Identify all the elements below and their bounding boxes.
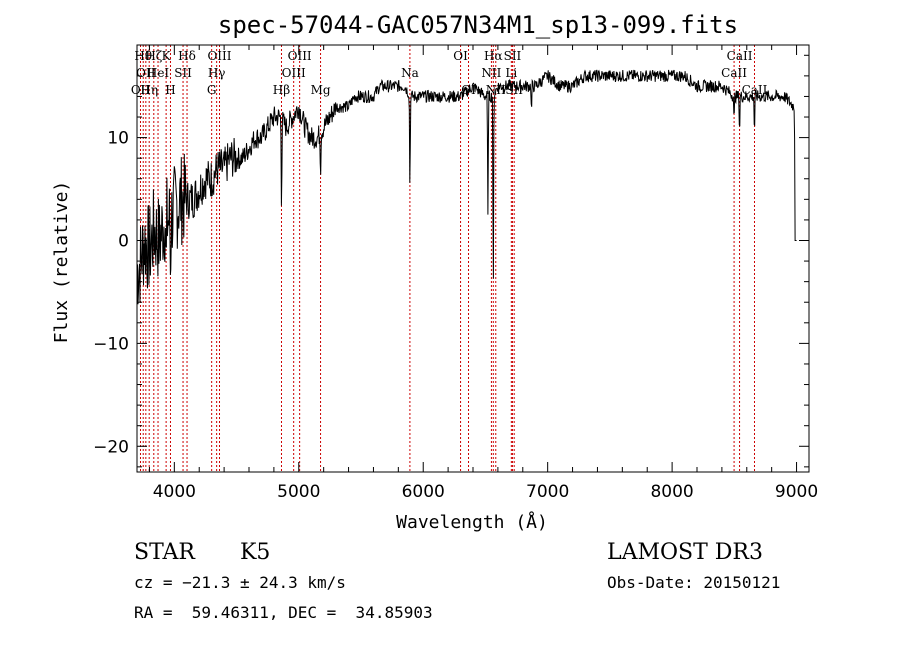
line-marker-label: K	[162, 49, 172, 63]
line-marker-label: Mg	[311, 83, 331, 97]
line-marker-label: OIII	[282, 66, 306, 80]
object-class: STAR	[134, 540, 195, 565]
x-axis-ticks: 4000 5000 6000 7000 8000 9000	[148, 45, 818, 502]
line-marker-label: Hα	[484, 49, 503, 63]
line-markers	[139, 45, 755, 472]
line-marker-label: Hγ	[208, 66, 226, 80]
spectrum-line	[136, 69, 797, 305]
line-marker-label: OI	[461, 83, 476, 97]
chart-title: spec-57044-GAC057N34M1_sp13-099.fits	[218, 11, 738, 39]
y-tick-label: 10	[107, 129, 129, 149]
line-marker-label: CaII	[721, 66, 747, 80]
line-marker-label: OII	[136, 66, 156, 80]
line-marker-label: SII	[174, 66, 192, 80]
line-marker-label: G	[207, 83, 217, 97]
plot-frame	[136, 44, 810, 473]
obs-date: Obs-Date: 20150121	[607, 573, 781, 592]
line-marker-label: OIII	[207, 49, 231, 63]
y-tick-label: −10	[93, 334, 129, 354]
line-marker-label: OII	[131, 83, 151, 97]
line-marker-label: OI	[453, 49, 468, 63]
ra-dec: RA = 59.46311, DEC = 34.85903	[134, 603, 433, 622]
line-marker-label: CaII	[727, 49, 753, 63]
y-tick-label: 0	[118, 231, 129, 251]
y-axis-label: Flux (relative)	[51, 181, 72, 344]
line-marker-label: CaII	[742, 83, 768, 97]
line-marker-label: Na	[401, 66, 419, 80]
line-marker-label: HeI	[147, 66, 170, 80]
x-tick-label: 7000	[526, 482, 569, 502]
line-marker-label: Hβ	[273, 83, 290, 97]
line-marker-label: OIII	[288, 49, 312, 63]
y-tick-label: −20	[93, 437, 129, 457]
x-axis-label: Wavelength (Å)	[396, 511, 548, 533]
line-marker-label: Hδ	[178, 49, 196, 63]
spectrum-series	[136, 69, 797, 305]
y-axis-ticks: −20 −10 0 10	[93, 54, 809, 468]
x-tick-label: 6000	[402, 482, 445, 502]
line-marker-label: Li	[505, 66, 517, 80]
x-tick-label: 5000	[277, 482, 320, 502]
x-tick-label: 8000	[650, 482, 693, 502]
line-marker-label: NII	[481, 66, 501, 80]
redshift-cz: cz = −21.3 ± 24.3 km/s	[134, 573, 346, 592]
line-marker-label: Hη	[140, 83, 158, 97]
object-subclass: K5	[240, 540, 271, 565]
line-marker-label: H	[165, 83, 175, 97]
line-marker-label: Hζ	[145, 49, 162, 63]
line-marker-label: SII	[504, 49, 522, 63]
x-tick-label: 9000	[775, 482, 818, 502]
line-marker-label: NII	[486, 83, 506, 97]
line-marker-labels: OIIHθOIIHηHζHeIKHSIIHδGHγOIIIHβOIIIOIIIM…	[131, 49, 768, 97]
line-marker-label: Hθ	[134, 49, 152, 63]
x-tick-label: 4000	[153, 482, 196, 502]
line-marker-label: SII	[505, 83, 523, 97]
survey-name: LAMOST DR3	[607, 540, 763, 565]
